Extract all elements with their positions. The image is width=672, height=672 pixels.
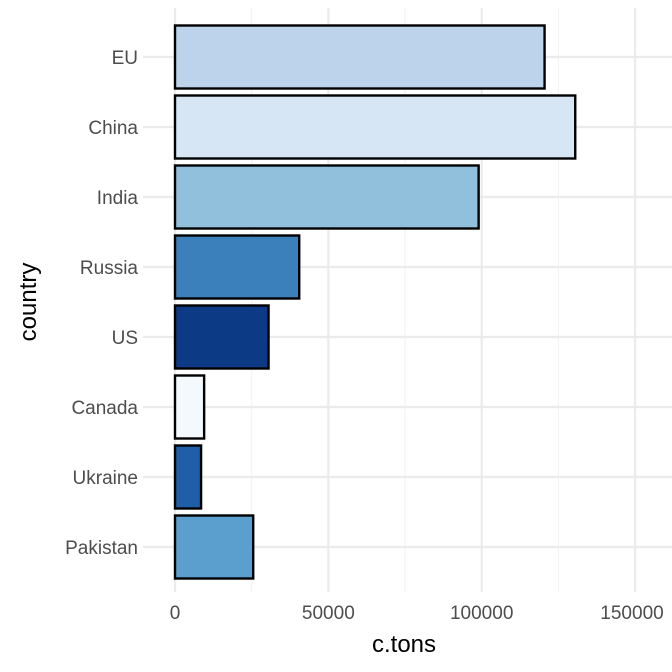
y-tick-label: China (88, 118, 138, 139)
y-tick-label: Canada (71, 398, 138, 419)
y-tick-label: EU (112, 48, 138, 69)
bar-pakistan (173, 514, 255, 580)
x-tick-label: 100000 (450, 603, 513, 624)
y-tick-label: Ukraine (73, 468, 138, 489)
bar-india (173, 164, 480, 230)
y-tick-label: Pakistan (65, 538, 138, 559)
x-tick-labels: 0 50000 100000 150000 (170, 603, 664, 624)
bar-eu (173, 24, 546, 90)
x-axis-title: c.tons (372, 631, 436, 658)
bar-ukraine (173, 444, 203, 510)
y-axis-title: country (15, 263, 42, 342)
x-tick-label: 50000 (302, 603, 355, 624)
bars (173, 24, 577, 580)
y-tick-labels: EU China India Russia US Canada Ukraine Pakista… (65, 48, 138, 559)
bar-canada (173, 374, 206, 440)
x-tick-label: 150000 (600, 603, 663, 624)
bar-us (173, 304, 270, 370)
x-tick-label: 0 (170, 603, 181, 624)
y-tick-label: Russia (80, 258, 139, 279)
y-tick-label: India (97, 188, 139, 209)
y-tick-label: US (112, 328, 138, 349)
bar-russia (173, 234, 301, 300)
bar-china (173, 94, 577, 160)
